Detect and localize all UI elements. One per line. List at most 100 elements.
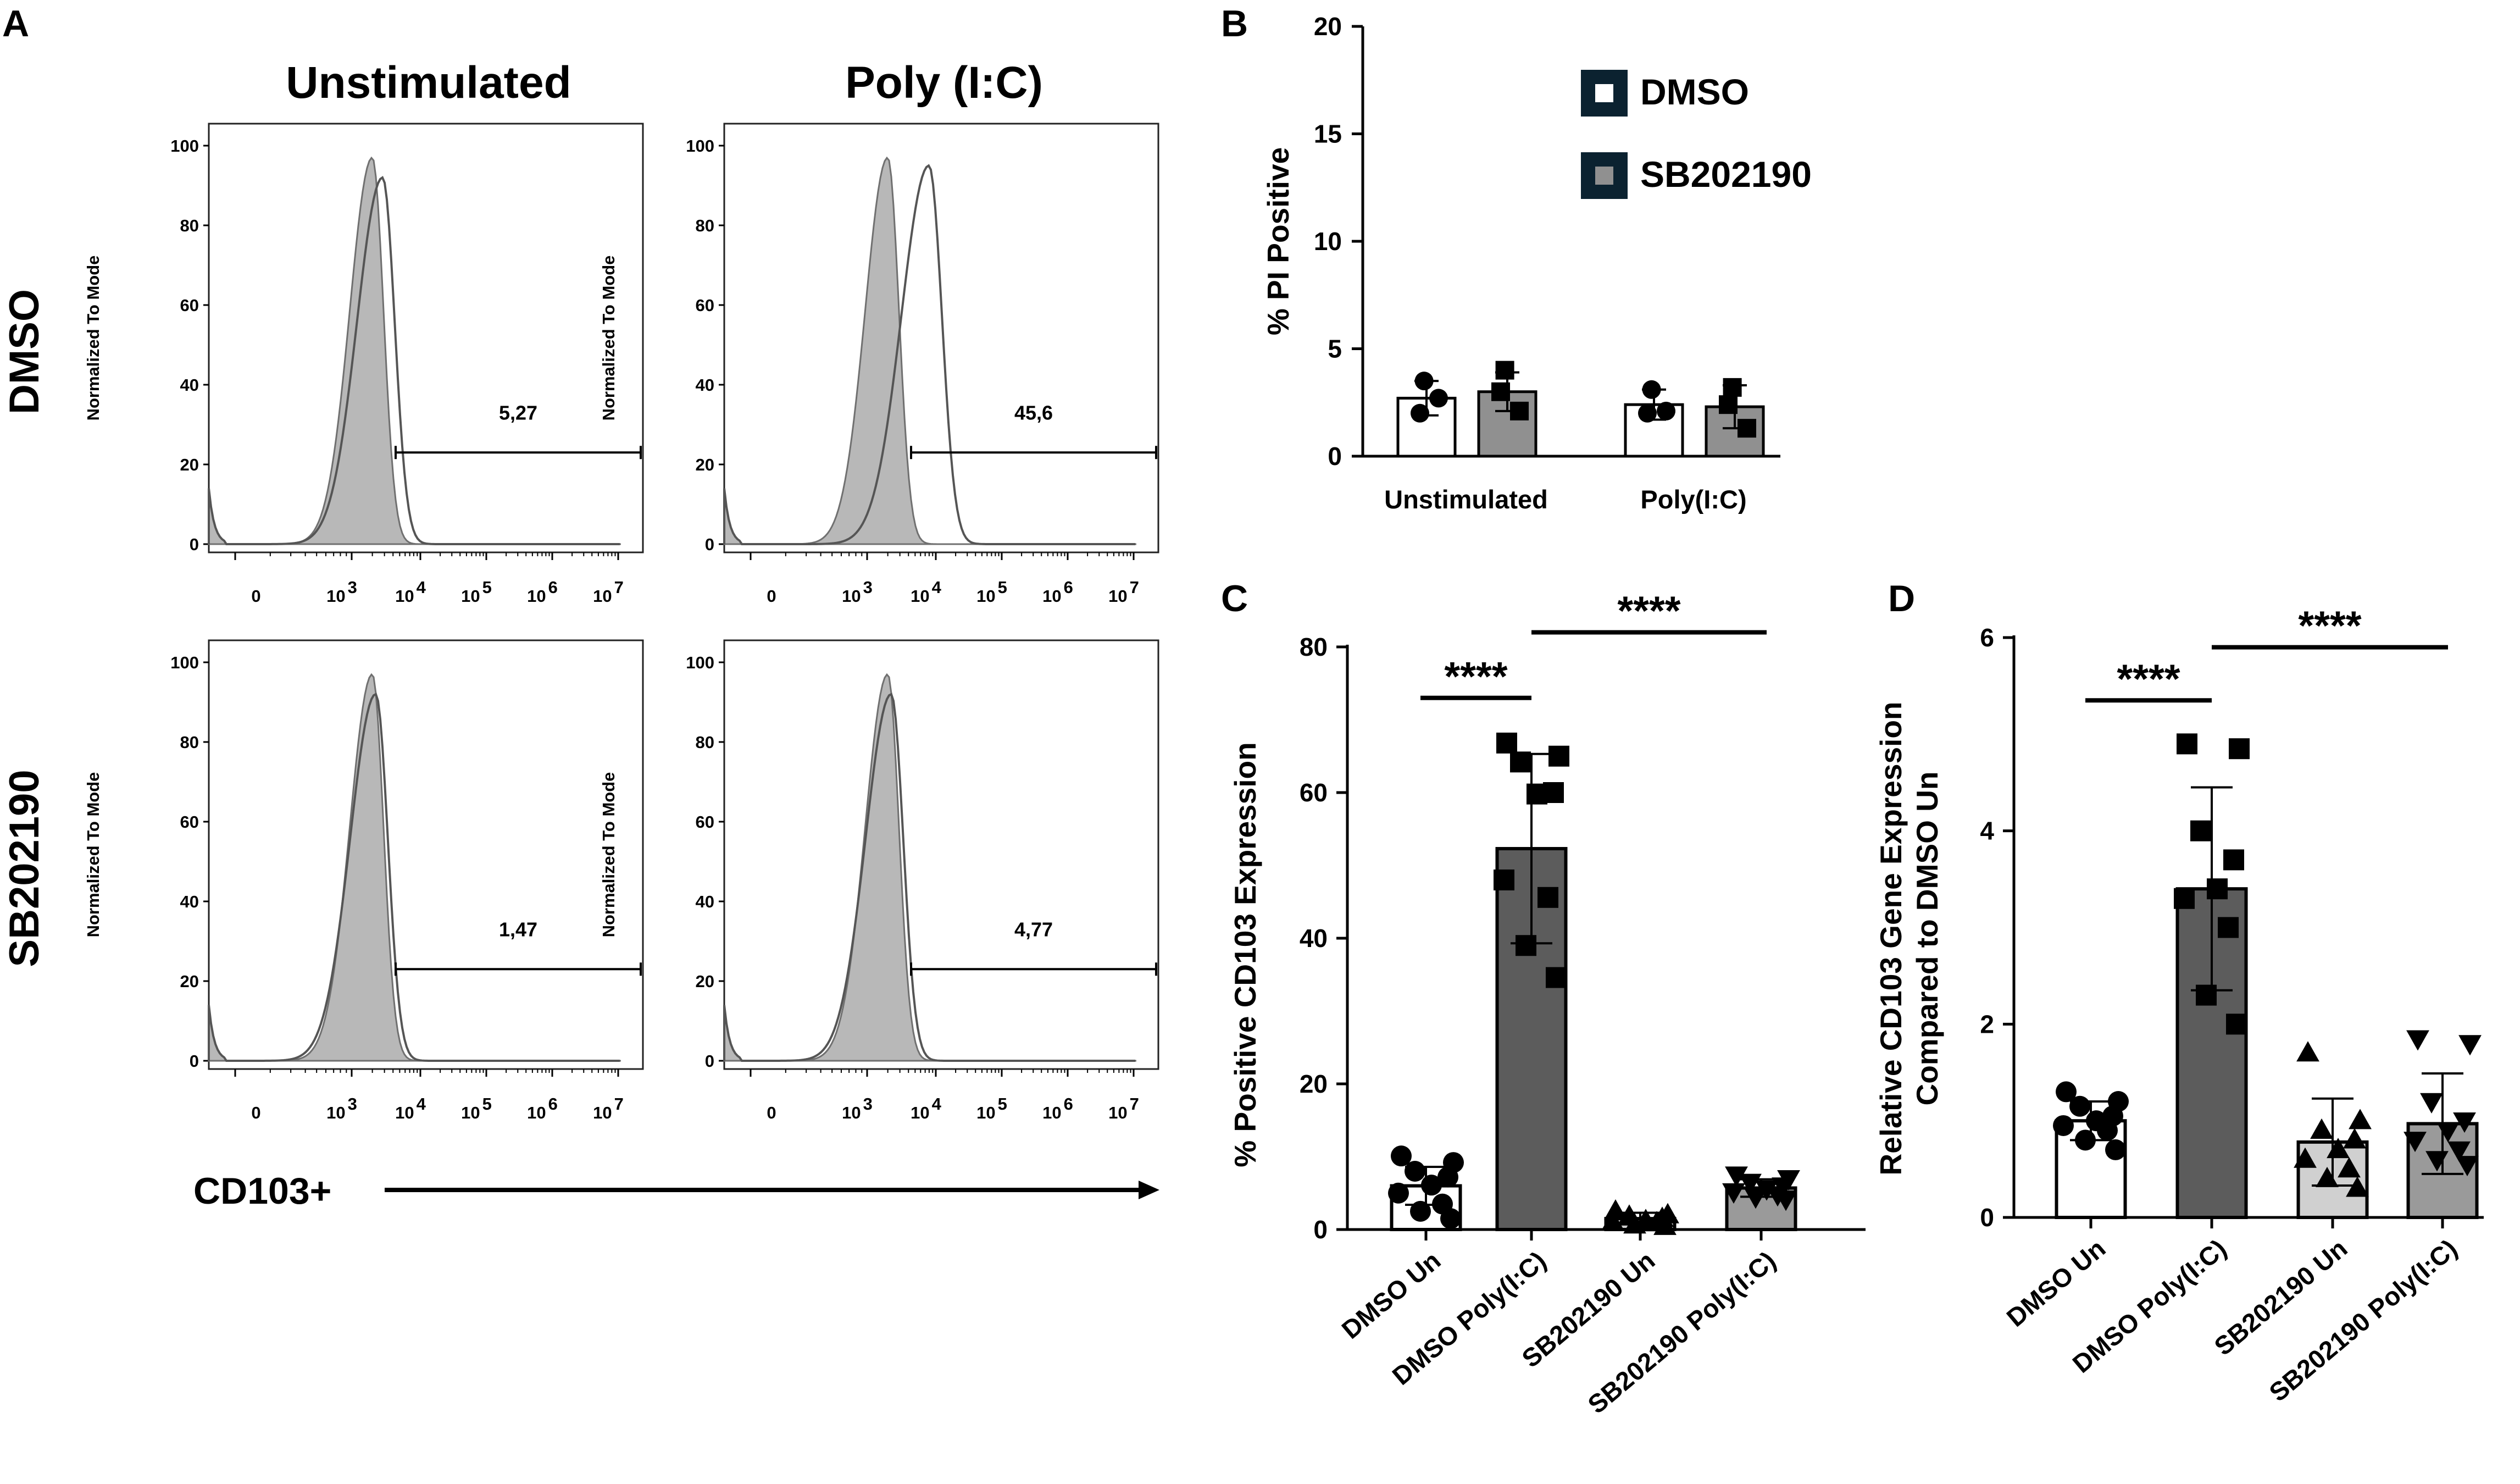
- data-point-triangle: [1604, 1199, 1627, 1220]
- significance-stars: ****: [1617, 588, 1680, 634]
- panel-c-letter: C: [1221, 578, 1248, 619]
- significance-stars: ****: [2117, 656, 2180, 701]
- x-category-label: Unstimulated: [1384, 485, 1548, 514]
- histogram-x-tick-label: 10 6: [1042, 1094, 1073, 1122]
- data-point-circle: [1414, 372, 1434, 391]
- data-point-circle: [2097, 1120, 2118, 1141]
- data-point-triangle: [2310, 1118, 2333, 1139]
- y-tick-label: 20: [1314, 12, 1342, 41]
- histogram-x-tick-label: 10 3: [842, 578, 873, 606]
- data-point-square: [2196, 984, 2217, 1006]
- legend-label: DMSO: [1640, 71, 1749, 112]
- data-point-square: [1548, 745, 1569, 767]
- sample-histogram: [723, 693, 1135, 1062]
- histogram-x-tick-label: 10 5: [461, 578, 492, 606]
- gate-percent-label: 4,77: [1014, 918, 1053, 940]
- histogram-y-axis-label: Normalized To Mode: [599, 772, 618, 938]
- y-tick-label: 10: [1314, 227, 1342, 256]
- significance-stars: ****: [2298, 603, 2361, 649]
- histogram-x-tick-label: 10 7: [593, 1094, 624, 1122]
- data-point-triangle: [2349, 1109, 2372, 1129]
- data-point-square: [1510, 401, 1529, 420]
- data-point-square: [2229, 738, 2250, 760]
- data-point-circle: [1437, 1166, 1458, 1188]
- data-point-square: [1546, 967, 1567, 988]
- histogram-x-tick-label: 10 5: [461, 1094, 492, 1122]
- data-point-square: [1719, 395, 1738, 414]
- histogram-y-tick-label: 80: [696, 216, 714, 235]
- x-category-label: Poly(I:C): [1640, 485, 1746, 514]
- histogram-y-tick-label: 20: [696, 455, 714, 474]
- histogram-y-axis-label: Normalized To Mode: [84, 772, 103, 938]
- histogram-x-tick-label: 10 4: [395, 578, 426, 606]
- data-point-triangle-down: [2420, 1093, 2443, 1114]
- data-point-circle: [1410, 1200, 1431, 1222]
- data-point-square: [2226, 1014, 2247, 1035]
- x-category-label: SB202190 Poly(I:C): [2263, 1233, 2462, 1407]
- data-point-circle: [1440, 1208, 1461, 1230]
- data-point-circle: [2053, 1115, 2074, 1136]
- y-tick-label: 4: [1980, 817, 1994, 845]
- data-point-triangle: [1601, 1210, 1624, 1231]
- histogram-y-tick-label: 80: [696, 733, 714, 752]
- histogram-x-tick-label: 0: [251, 1103, 260, 1122]
- panel-d: D 0 2 4 6 Relative CD103 Gene Expression Comp…: [1874, 578, 2484, 1407]
- y-tick-label: 6: [1980, 623, 1994, 652]
- data-point-triangle-down: [2453, 1112, 2476, 1133]
- data-point-circle: [1405, 1161, 1425, 1182]
- y-tick-label: 15: [1314, 120, 1342, 148]
- histogram-y-tick-label: 20: [180, 972, 199, 991]
- histogram-y-tick-label: 60: [696, 812, 714, 832]
- x-category-label: DMSO Un: [1336, 1245, 1446, 1344]
- histogram-frame: [723, 639, 1159, 1070]
- data-point-circle: [1388, 1182, 1409, 1204]
- panel-c: C 0 20 40 60 80 % Positive CD103 Expression DM…: [1221, 578, 1866, 1419]
- histogram-y-tick-label: 0: [705, 1051, 714, 1071]
- histogram-x-tick-label: 10 4: [911, 1094, 941, 1122]
- data-point-triangle: [2296, 1041, 2319, 1062]
- panel-b-letter: B: [1221, 3, 1248, 45]
- histogram-y-tick-label: 100: [686, 136, 714, 156]
- x-category-label: DMSO Un: [2001, 1233, 2111, 1332]
- histogram-y-tick-label: 100: [170, 653, 199, 672]
- cd103-axis-arrowhead: [1139, 1181, 1159, 1199]
- histogram-x-tick-label: 10 7: [593, 578, 624, 606]
- row-title-sb202190: SB202190: [1, 769, 48, 967]
- panel-b: B 0 5 10 15 20 % PI Positive Unstimulated Poly(…: [1221, 3, 1812, 514]
- cd103-axis-label: CD103+: [193, 1170, 331, 1212]
- y-tick-label: 5: [1328, 335, 1342, 363]
- panel-a: A Unstimulated Poly (I:C) DMSO SB202190 …: [1, 3, 1159, 1212]
- legend-swatch: [1595, 84, 1613, 102]
- histogram-x-tick-label: 0: [767, 1103, 776, 1122]
- histogram-y-tick-label: 60: [180, 812, 199, 832]
- data-point-triangle-down: [1725, 1166, 1748, 1187]
- data-point-square: [2177, 733, 2197, 755]
- column-title-polyic: Poly (I:C): [845, 58, 1043, 108]
- y-tick-label: 40: [1300, 924, 1328, 953]
- data-point-square: [2190, 820, 2211, 841]
- histogram-x-tick-label: 10 6: [1042, 578, 1073, 606]
- histogram-x-tick-label: 10 3: [842, 1094, 873, 1122]
- data-point-triangle-down: [2458, 1035, 2482, 1056]
- data-point-square: [1723, 378, 1742, 397]
- histogram-y-tick-label: 60: [696, 296, 714, 315]
- data-point-triangle: [2346, 1176, 2369, 1197]
- histogram-x-tick-label: 10 3: [326, 1094, 357, 1122]
- data-point-square: [1516, 935, 1536, 956]
- histogram-frame: [208, 639, 644, 1070]
- data-point-square: [2207, 878, 2228, 900]
- histogram-y-tick-label: 0: [190, 1051, 199, 1071]
- row-title-dmso: DMSO: [1, 289, 48, 414]
- data-point-circle: [1429, 389, 1448, 408]
- histogram-y-tick-label: 0: [190, 535, 199, 554]
- data-point-square: [2223, 849, 2244, 871]
- histogram-x-tick-label: 10 6: [527, 1094, 558, 1122]
- data-point-circle: [1642, 380, 1661, 399]
- y-tick-label: 20: [1300, 1070, 1328, 1098]
- data-point-circle: [1638, 403, 1657, 423]
- y-tick-label: 0: [1328, 442, 1342, 470]
- gate-percent-label: 1,47: [499, 918, 537, 940]
- data-point-square: [2218, 917, 2239, 938]
- data-point-circle: [2105, 1139, 2126, 1160]
- histogram-x-tick-label: 10 7: [1108, 1094, 1139, 1122]
